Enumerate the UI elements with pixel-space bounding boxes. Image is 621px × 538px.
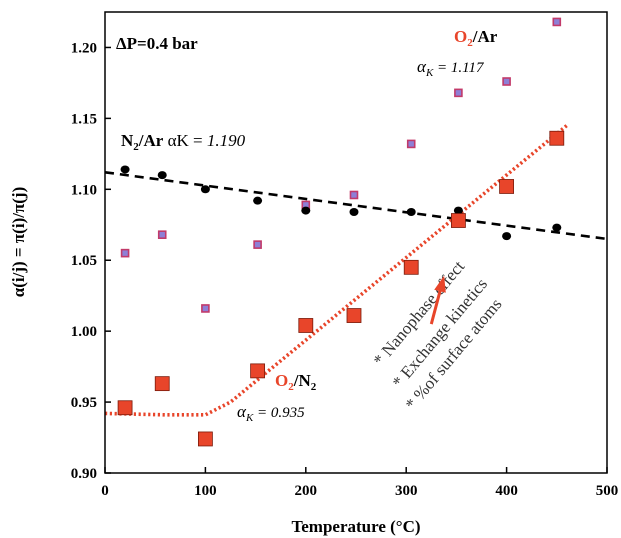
- n2-ar-alpha-val: 1.190: [207, 131, 246, 150]
- data-marks: [117, 17, 565, 447]
- x-tick-label: 300: [395, 483, 418, 499]
- y-tick-label: 1.15: [71, 111, 97, 127]
- n2-ar-point: [253, 196, 263, 205]
- o2-n2-label: O2/N2: [275, 371, 317, 393]
- o2-ar-point: [502, 77, 511, 86]
- o2-n2-alpha: αK = 0.935: [237, 402, 305, 424]
- x-tick-label: 100: [194, 483, 217, 499]
- y-tick-label: 1.20: [71, 40, 97, 56]
- o2-n2-alpha-sym: α: [237, 402, 247, 421]
- n2-ar-trend-line: [104, 170, 608, 241]
- effects-annotation: * Nanophase effect * Exchange kinetics *…: [370, 257, 506, 414]
- o2-n2-alpha-val: = 0.935: [253, 405, 305, 421]
- o2-ar-point: [201, 304, 210, 313]
- x-tick-label: 400: [495, 483, 518, 499]
- o2-ar-sub: 2: [467, 37, 473, 49]
- x-tick-label: 500: [596, 483, 619, 499]
- o2-n2-point: [117, 400, 133, 416]
- y-tick-label: 1.00: [71, 324, 97, 340]
- plot-frame: [104, 11, 608, 474]
- o2-ar-point: [552, 17, 562, 27]
- n2-ar-point: [301, 206, 311, 215]
- y-tick-label: 1.10: [71, 182, 97, 198]
- o2-ar-point: [454, 88, 463, 98]
- n2-ar-label: N2/Ar αK = 1.190: [121, 131, 246, 153]
- o2-n2-point: [298, 318, 314, 333]
- o2-n2-point: [197, 431, 213, 447]
- o2-n2-point: [154, 376, 170, 392]
- y-tick-label: 0.90: [71, 466, 97, 482]
- o2-ar-alpha-sub: K: [425, 67, 434, 79]
- o2-ar-label: O2/Ar: [454, 27, 498, 49]
- o2-n2-point: [499, 179, 515, 194]
- n2-ar-point: [406, 208, 416, 217]
- o2-n2-alpha-sub: K: [245, 412, 254, 424]
- o2-n2-point: [451, 213, 466, 228]
- y-tick-label: 1.05: [71, 253, 97, 269]
- x-axis-label: Temperature (°C): [291, 517, 420, 536]
- n2-ar-rest: /Ar: [138, 131, 164, 150]
- x-tick-label: 200: [295, 483, 318, 499]
- n2-ar-n: N: [121, 131, 134, 150]
- trend-arrow: [429, 275, 446, 325]
- x-tick-label: 0: [101, 483, 109, 499]
- fit-lines: [104, 124, 608, 417]
- y-tick-label: 0.95: [71, 395, 97, 411]
- o2-n2-trend-line: [104, 124, 568, 417]
- o2-ar-point: [157, 230, 167, 239]
- y-axis-label: α(i/j) = π(i)/π(j): [9, 187, 28, 297]
- o2-n2-o: O: [275, 371, 288, 390]
- n2-ar-point: [157, 171, 167, 180]
- o2-n2-mid: /N: [293, 371, 312, 390]
- o2-n2-point: [346, 308, 362, 323]
- o2-n2-point: [403, 259, 419, 275]
- pressure-annotation: ΔP=0.4 bar: [116, 34, 198, 53]
- o2-ar-rest: /Ar: [472, 27, 498, 46]
- axis-ticks: 0 100 200 300 400 500 0.90 0.95 1.00 1.05 1.10 1.15…: [71, 40, 619, 499]
- o2-ar-point: [253, 240, 262, 249]
- o2-ar-alpha: αK = 1.117: [417, 57, 485, 79]
- n2-ar-point: [453, 206, 463, 215]
- n2-ar-point: [552, 223, 562, 232]
- n2-ar-point: [502, 232, 512, 241]
- o2-ar-alpha-sym: α: [417, 57, 427, 76]
- o2-n2-sub1: 2: [288, 381, 294, 393]
- o2-ar-alpha-val: = 1.117: [433, 60, 485, 76]
- n2-ar-alpha: αK =: [163, 131, 207, 150]
- n2-ar-point: [349, 208, 359, 217]
- n2-ar-sub: 2: [133, 141, 139, 153]
- o2-ar-point: [120, 248, 130, 258]
- o2-ar-point: [406, 139, 416, 149]
- n2-ar-point: [120, 165, 130, 174]
- o2-n2-point: [250, 363, 266, 379]
- arrow-head: [434, 275, 446, 293]
- o2-ar-o: O: [454, 27, 467, 46]
- o2-n2-sub2: 2: [311, 381, 317, 393]
- o2-ar-point: [349, 190, 359, 200]
- n2-ar-point: [200, 185, 210, 194]
- o2-n2-point: [549, 130, 565, 146]
